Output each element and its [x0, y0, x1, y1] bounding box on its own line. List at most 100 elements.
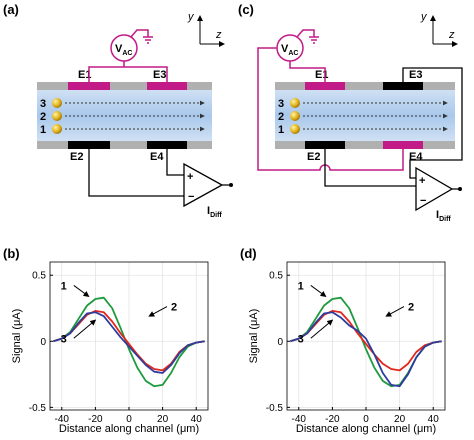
electrode — [147, 82, 187, 90]
source-sub: AC — [288, 50, 298, 57]
y-tick-label: 0 — [277, 337, 283, 348]
series-line — [53, 311, 205, 374]
y-tick-label: 0.5 — [32, 271, 46, 282]
axis-letter: y — [420, 11, 428, 23]
output-main: I — [436, 209, 439, 221]
electrode — [383, 82, 423, 90]
particle-label: 2 — [40, 111, 46, 123]
x-tick-label: -20 — [88, 414, 103, 425]
source-label: VAC — [115, 43, 132, 57]
particle-label: 1 — [278, 124, 284, 136]
amp-minus: − — [188, 191, 194, 203]
electrode-label: E1 — [315, 69, 328, 81]
electrode-label: E1 — [78, 69, 91, 81]
series-line — [53, 296, 205, 388]
x-tick-label: 0 — [363, 414, 369, 425]
diagram-c: (c) y z E1 E2 E3 E4 VAC 3 2 1 + − — [238, 2, 463, 223]
x-axis-label: Distance along channel (μm) — [296, 423, 436, 435]
series-label: 3 — [61, 333, 67, 345]
electrode-label: E2 — [70, 151, 83, 163]
annotation-arrow — [385, 306, 405, 317]
trajectories — [65, 100, 205, 132]
source — [276, 34, 304, 62]
y-axis-label: Signal (μA) — [248, 309, 260, 364]
electrode-label: E4 — [150, 151, 164, 163]
wall — [275, 141, 455, 149]
amp-plus: + — [187, 171, 193, 183]
electrode-label: E3 — [153, 69, 166, 81]
electrode — [305, 141, 345, 149]
wire — [257, 29, 404, 171]
y-tick-label: 0.5 — [269, 271, 283, 282]
electrode — [68, 141, 110, 149]
axis-letter: z — [448, 29, 455, 41]
source — [110, 34, 138, 62]
axis-letter: z — [215, 29, 222, 41]
panel-label: (a) — [3, 2, 19, 17]
output-sub: Diff — [439, 216, 451, 223]
output-node — [458, 187, 462, 191]
y-tick-label: -0.5 — [266, 403, 284, 414]
panel-label: (c) — [238, 2, 254, 17]
x-tick-label: -40 — [292, 414, 307, 425]
particle-label: 3 — [278, 98, 284, 110]
electrode — [147, 141, 187, 149]
output-label: IDiff — [436, 209, 451, 223]
y-tick-label: -0.5 — [29, 403, 47, 414]
series-line — [290, 311, 442, 388]
electrode — [383, 141, 423, 149]
y-tick-label: 0 — [40, 337, 46, 348]
wall — [37, 141, 212, 149]
electrode — [305, 82, 345, 90]
x-axis-label: Distance along channel (μm) — [59, 423, 199, 435]
electrode-label: E4 — [409, 151, 423, 163]
amp-plus: + — [419, 175, 425, 187]
panel-label: (b) — [3, 246, 20, 261]
wall — [275, 82, 455, 90]
series-label: 1 — [298, 280, 304, 292]
particle — [52, 111, 62, 121]
series-label: 1 — [61, 280, 67, 292]
particle — [290, 111, 300, 121]
particle — [52, 124, 62, 134]
wall — [37, 82, 212, 90]
source-sub: AC — [122, 50, 132, 57]
y-axis-label: Signal (μA) — [11, 309, 23, 364]
series-label: 3 — [298, 333, 304, 345]
x-tick-label: 20 — [394, 414, 406, 425]
amplifier — [183, 162, 224, 208]
annotation-arrow — [148, 306, 168, 317]
output-main: I — [207, 205, 210, 217]
electrode-label: E3 — [409, 69, 422, 81]
output-node — [229, 183, 233, 187]
annotation-arrow — [73, 319, 97, 339]
particle — [52, 98, 62, 108]
x-tick-label: 40 — [428, 414, 440, 425]
amp-minus: − — [420, 195, 426, 207]
output-label: IDiff — [207, 205, 222, 219]
x-tick-label: -20 — [325, 414, 340, 425]
annotation-arrow — [310, 319, 334, 339]
series-label: 2 — [408, 302, 414, 314]
annotation-arrow — [73, 285, 90, 297]
particle — [290, 124, 300, 134]
source-main: V — [115, 43, 123, 55]
x-tick-label: 20 — [157, 414, 169, 425]
plot-frame — [286, 261, 446, 411]
annotation-arrow — [310, 285, 327, 297]
wire — [88, 29, 168, 82]
x-tick-label: -40 — [55, 414, 70, 425]
electrode — [68, 82, 110, 90]
electrode-label: E2 — [307, 151, 320, 163]
axis-letter: y — [187, 11, 195, 23]
output-sub: Diff — [210, 212, 222, 219]
particle — [290, 98, 300, 108]
diagram-a: (a) y z E1 E2 E3 E4 VAC 3 2 1 + − — [3, 2, 233, 219]
particle-label: 3 — [40, 98, 46, 110]
source-main: V — [281, 43, 289, 55]
source-label: VAC — [281, 43, 298, 57]
x-tick-label: 40 — [191, 414, 203, 425]
amplifier — [415, 166, 454, 212]
